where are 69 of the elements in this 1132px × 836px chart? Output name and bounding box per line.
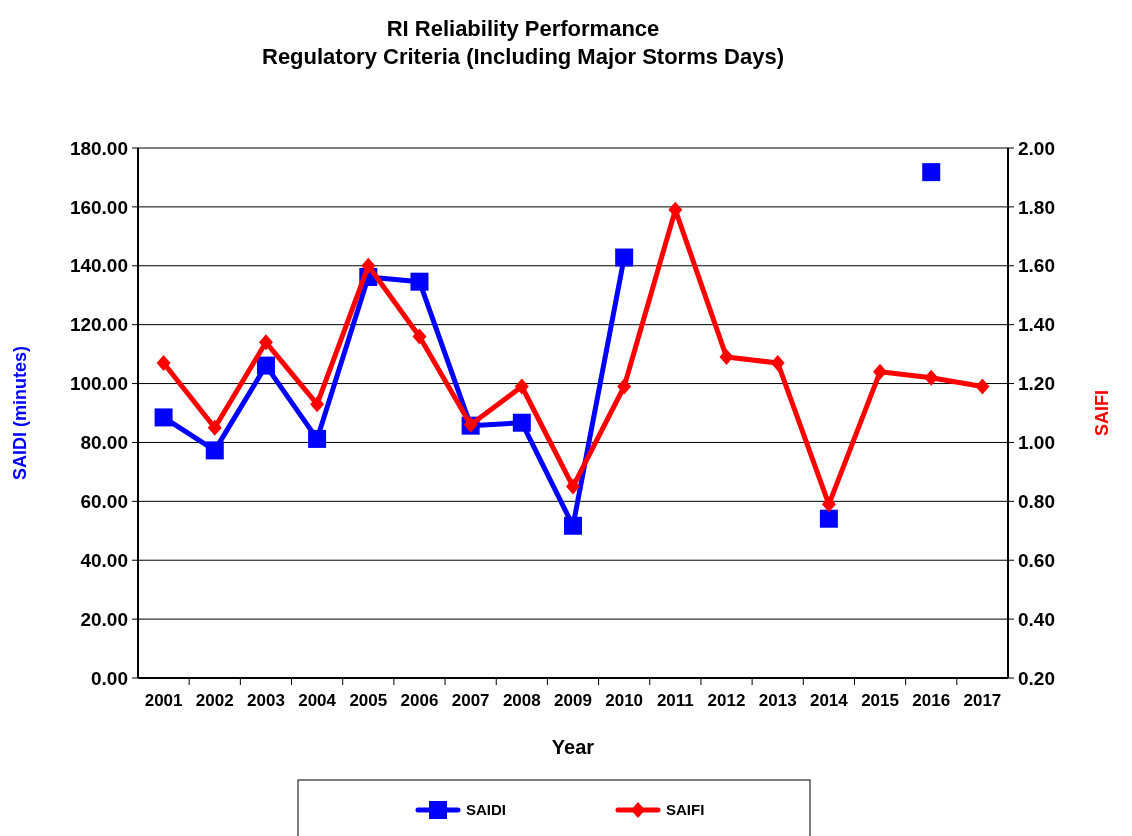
y2-axis-title: SAIFI: [1092, 389, 1112, 437]
point: [514, 378, 529, 395]
point: [207, 419, 222, 436]
legend-label: SAIDI: [466, 801, 507, 819]
point: [310, 396, 325, 413]
point: [975, 378, 990, 395]
point: [154, 408, 173, 427]
x-tick-label: 2016: [912, 691, 951, 710]
x-tick-label: 2001: [144, 691, 183, 710]
y-axis-title: SAIDI (minutes): [10, 345, 30, 481]
x-axis-title: Year: [551, 736, 595, 758]
y-tick-label: 160.00: [69, 196, 128, 218]
x-tick-label: 2006: [400, 691, 439, 710]
x-tick-label: 2015: [861, 691, 899, 710]
y2-tick-label: 0.60: [1018, 549, 1055, 571]
y-tick-label: 40.00: [80, 549, 128, 571]
y-tick-label: 80.00: [80, 432, 128, 454]
point: [821, 496, 836, 513]
y-tick-label: 120.00: [69, 314, 128, 336]
point: [819, 509, 838, 528]
y2-tick-label: 1.80: [1018, 196, 1055, 218]
point: [308, 429, 327, 448]
point: [566, 478, 580, 495]
point: [924, 369, 939, 386]
x-tick-label: 2012: [707, 691, 746, 710]
y2-tick-label: 2.00: [1018, 137, 1055, 159]
legend-label: SAIFI: [666, 801, 705, 819]
x-tick-label: 2010: [605, 691, 644, 710]
point: [256, 356, 275, 375]
point: [770, 354, 785, 371]
point: [617, 378, 632, 395]
x-tick-label: 2017: [963, 691, 1002, 710]
point: [922, 163, 941, 182]
y-tick-label: 20.00: [80, 608, 128, 630]
point: [615, 248, 634, 267]
x-tick-label: 2007: [451, 691, 490, 710]
point: [412, 328, 427, 345]
point: [873, 363, 888, 380]
y2-tick-label: 1.40: [1018, 314, 1055, 336]
x-tick-label: 2008: [502, 691, 541, 710]
x-tick-label: 2005: [349, 691, 388, 710]
point: [410, 272, 429, 291]
point: [258, 334, 273, 351]
point: [156, 354, 171, 371]
x-tick-label: 2009: [554, 691, 592, 710]
y-tick-label: 140.00: [69, 255, 128, 277]
chart-title: RI Reliability Performance: [386, 16, 660, 41]
x-tick-label: 2004: [298, 691, 337, 710]
x-tick-label: 2014: [809, 691, 849, 710]
y2-tick-label: 0.20: [1018, 667, 1055, 689]
y2-tick-label: 0.80: [1018, 490, 1055, 512]
y-tick-label: 60.00: [80, 490, 128, 512]
point: [564, 516, 582, 535]
y-tick-label: 180.00: [69, 137, 128, 159]
point: [719, 349, 734, 366]
point: [205, 441, 224, 460]
x-tick-label: 2003: [247, 691, 285, 710]
y-tick-label: 0.00: [91, 667, 128, 689]
x-tick-label: 2011: [656, 691, 694, 710]
point: [512, 413, 531, 432]
chart-subtitle: Regulatory Criteria (Including Major Storms Days): [262, 44, 784, 69]
y2-tick-label: 1.00: [1018, 432, 1055, 454]
y-tick-label: 100.00: [69, 373, 128, 395]
y2-tick-label: 1.60: [1018, 255, 1055, 277]
x-tick-label: 2013: [758, 691, 797, 710]
y2-tick-label: 0.40: [1018, 608, 1055, 630]
x-tick-label: 2002: [195, 691, 234, 710]
point: [361, 257, 376, 274]
y2-tick-label: 1.20: [1018, 373, 1055, 395]
